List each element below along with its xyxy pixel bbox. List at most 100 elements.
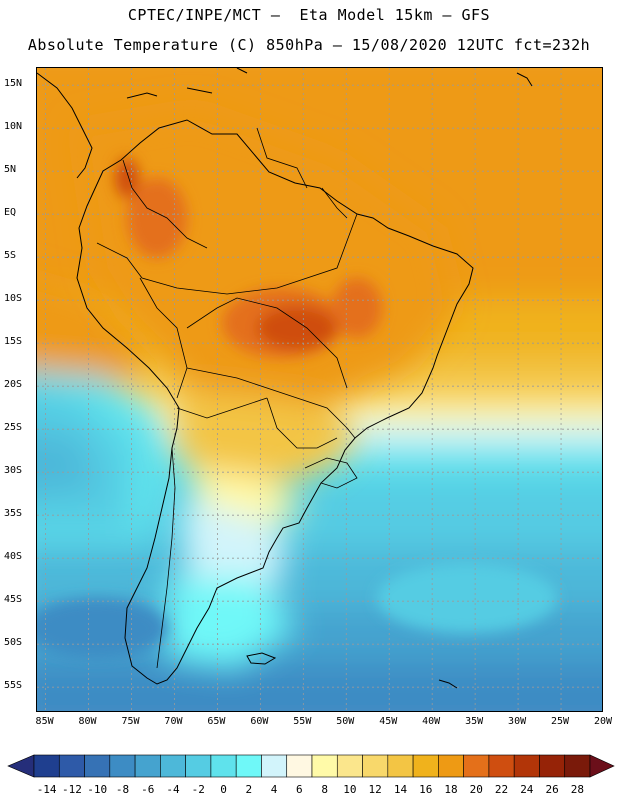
country-border: [176, 397, 268, 419]
colorbar-tick-label: 16: [419, 783, 433, 796]
lon-label: 20W: [593, 716, 613, 727]
colorbar-swatch: [84, 754, 111, 778]
colorbar-tick-label: -10: [87, 783, 108, 796]
caribbean-island: [186, 87, 213, 94]
colorbar-swatch: [185, 754, 212, 778]
lat-label: 10S: [4, 293, 23, 305]
caribbean-island: [126, 92, 158, 99]
country-border: [122, 159, 208, 249]
title-field: Absolute Temperature (C) 850hPa – 15/08/…: [27, 36, 591, 54]
colorbar-swatch: [210, 754, 237, 778]
colorbar-tick-label: 8: [321, 783, 328, 796]
colorbar-swatch: [513, 754, 540, 778]
lon-label: 65W: [207, 716, 226, 727]
colorbar-tick-label: -6: [141, 783, 155, 796]
country-border: [96, 213, 358, 295]
country-border: [266, 397, 338, 449]
lon-label: 55W: [293, 716, 312, 727]
lat-label: 15N: [4, 78, 23, 90]
colorbar-over-arrow: [589, 754, 615, 778]
colorbar-swatch: [58, 754, 85, 778]
title-model: CPTEC/INPE/MCT – Eta Model 15km – GFS: [127, 6, 491, 24]
temperature-map: [37, 68, 602, 711]
colorbar-swatch: [235, 754, 262, 778]
colorbar-swatch: [109, 754, 136, 778]
field-region: [167, 578, 297, 668]
colorbar-swatch: [286, 754, 313, 778]
colorbar-swatch: [311, 754, 338, 778]
colorbar-tick-label: 26: [545, 783, 559, 796]
lon-label: 60W: [250, 716, 269, 727]
lon-label: 45W: [379, 716, 398, 727]
colorbar-tick-label: 18: [444, 783, 458, 796]
warm-core: [257, 306, 337, 350]
lat-label: 10N: [4, 121, 23, 133]
field-region: [37, 433, 97, 494]
colorbar-tick-label: -14: [36, 783, 57, 796]
lat-label: 20S: [4, 379, 23, 391]
colorbar-swatch: [387, 754, 414, 778]
map-panel: [36, 67, 603, 712]
colorbar-tick-label: 2: [245, 783, 253, 796]
country-border: [321, 187, 348, 219]
south-georgia: [438, 679, 458, 689]
lat-label: 5N: [4, 164, 17, 176]
colorbar-tick-label: 20: [469, 783, 483, 796]
lon-label: 25W: [551, 716, 570, 727]
country-border: [186, 297, 348, 389]
cold-pocket: [377, 563, 557, 633]
colorbar-swatch: [160, 754, 186, 778]
country-border: [139, 277, 188, 399]
caribbean-island: [236, 68, 248, 74]
falkland-islands: [246, 652, 277, 665]
colorbar-swatch: [336, 754, 363, 778]
colorbar-swatch: [463, 754, 490, 778]
warm-core: [115, 158, 139, 198]
colorbar-tick-label: 12: [368, 783, 382, 796]
colorbar-tick-label: 6: [296, 783, 303, 796]
lat-label: 25S: [4, 422, 23, 434]
lat-label: 30S: [4, 465, 23, 477]
colorbar-swatch: [438, 754, 464, 778]
colorbar-tick-label: -2: [191, 783, 205, 796]
country-borders: [96, 127, 358, 669]
caribbean-island: [516, 72, 533, 87]
lat-label: EQ: [4, 207, 17, 219]
lat-label: 45S: [4, 594, 23, 606]
colorbar-swatch: [412, 754, 439, 778]
warm-core: [332, 278, 382, 338]
country-border: [156, 447, 176, 669]
lon-label: 80W: [78, 716, 97, 727]
country-border: [304, 457, 358, 489]
colorbar-tick-label: -12: [61, 783, 82, 796]
country-border: [186, 367, 356, 439]
lon-label: 35W: [465, 716, 484, 727]
colorbar-tick-label: 4: [270, 783, 278, 796]
lat-label: 5S: [4, 250, 17, 262]
lat-label: 35S: [4, 508, 23, 520]
lon-label: 70W: [164, 716, 183, 727]
country-border: [256, 127, 308, 189]
colorbar-tick-label: -8: [115, 783, 130, 796]
colorbar-swatch: [362, 754, 389, 778]
colorbar-swatch: [261, 754, 288, 778]
colorbar-tick-label: 22: [494, 783, 509, 796]
lat-label: 15S: [4, 336, 23, 348]
colorbar-swatch: [33, 754, 60, 778]
colorbar-tick-label: 14: [393, 783, 408, 796]
colorbar: [7, 754, 615, 778]
colorbar-swatch: [539, 754, 566, 778]
lat-label: 50S: [4, 637, 23, 649]
colorbar-tick-label: 10: [343, 783, 357, 796]
colorbar-under-arrow: [7, 754, 35, 778]
lon-label: 50W: [336, 716, 355, 727]
colorbar-tick-label: 0: [220, 783, 227, 796]
warm-core: [127, 178, 187, 258]
cold-pocket: [37, 598, 167, 658]
colorbar-swatch: [134, 754, 161, 778]
lon-label: 75W: [121, 716, 140, 727]
field-region: [37, 280, 147, 378]
lat-label: 55S: [4, 680, 23, 692]
lon-label: 30W: [508, 716, 527, 727]
colorbar-swatch: [564, 754, 591, 778]
